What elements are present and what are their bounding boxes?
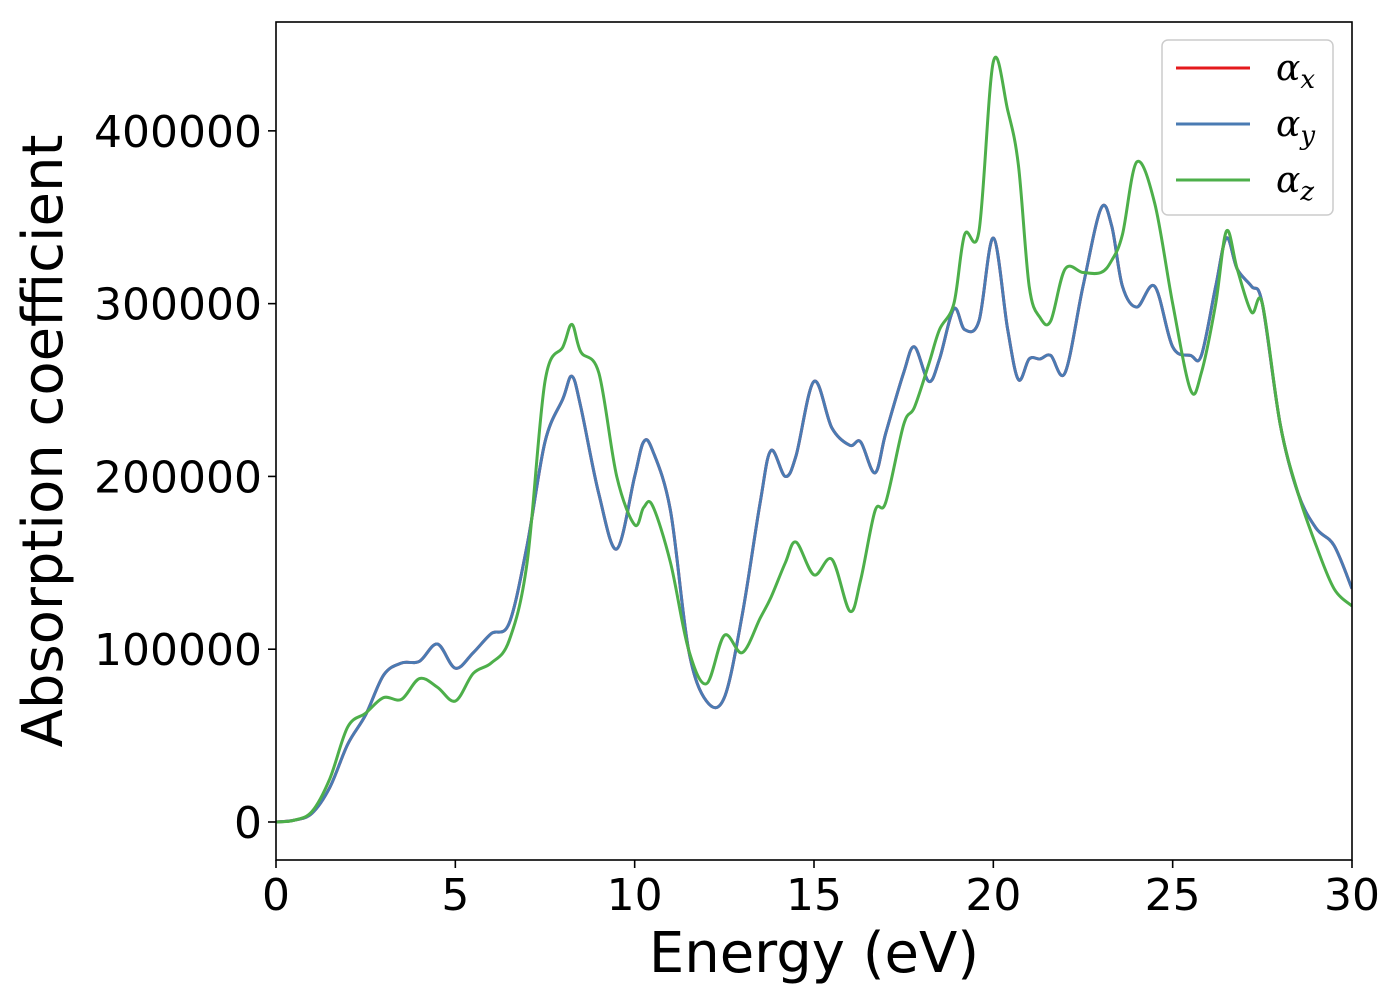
- x-tick-label: 25: [1145, 870, 1201, 921]
- legend-label: αz: [1276, 160, 1314, 207]
- legend-box: [1161, 39, 1334, 216]
- y-tick-label: 100000: [94, 625, 262, 676]
- x-axis-label: Energy (eV): [649, 921, 979, 986]
- y-axis-label: Absorption coefficient: [11, 135, 76, 748]
- x-tick-label: 20: [965, 870, 1021, 921]
- x-tick-label: 30: [1324, 870, 1380, 921]
- x-tick-label: 10: [607, 870, 663, 921]
- x-tick-label: 0: [262, 870, 290, 921]
- y-tick-label: 200000: [94, 452, 262, 503]
- series-line-alpha-y: [276, 203, 1352, 824]
- series-line-alpha-x: [276, 203, 1352, 824]
- y-tick-label: 300000: [94, 280, 262, 331]
- series-layer: [276, 55, 1352, 824]
- legend: αx αy αz: [1161, 39, 1334, 216]
- legend-label: αx: [1276, 48, 1315, 95]
- legend-label: αy: [1276, 104, 1315, 151]
- y-tick-label: 0: [234, 798, 262, 849]
- y-tick-label: 400000: [94, 107, 262, 158]
- y-axis-ticks: 0 100000 200000 300000 400000: [94, 107, 276, 849]
- series-line-alpha-z: [276, 55, 1352, 824]
- x-tick-label: 5: [441, 870, 469, 921]
- x-axis-ticks: 0 5 10 15 20 25 30: [262, 860, 1380, 921]
- x-tick-label: 15: [786, 870, 842, 921]
